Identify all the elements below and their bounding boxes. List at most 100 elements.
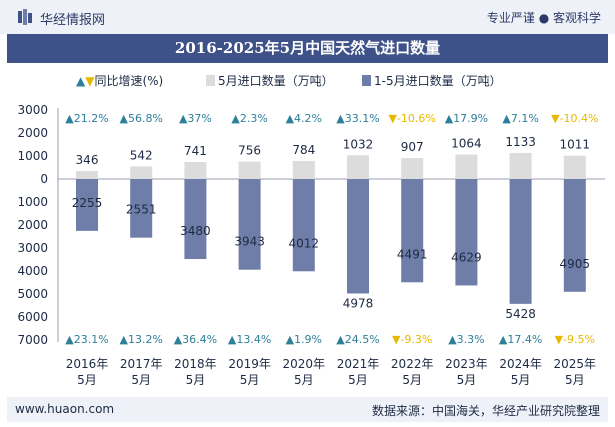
- data-label-monthly: 1032: [343, 137, 374, 151]
- header: 华经情报网 专业严谨 ● 客观科学: [0, 0, 615, 34]
- growth-label-monthly: ▲56.8%: [119, 112, 162, 125]
- logo-icon: [18, 9, 32, 25]
- bar-cumulative: [455, 179, 478, 286]
- growth-label-cumulative: ▲23.1%: [65, 333, 108, 346]
- y-tick-label: 0: [40, 172, 48, 186]
- growth-label-monthly: ▲7.1%: [502, 112, 538, 125]
- bar-cumulative: [563, 179, 586, 292]
- data-label-cumulative: 3943: [234, 235, 265, 249]
- data-label-cumulative: 4978: [343, 296, 374, 310]
- data-label-monthly: 346: [76, 153, 99, 167]
- growth-label-cumulative: ▲13.4%: [228, 333, 271, 346]
- growth-label-cumulative: ▼-9.5%: [555, 333, 595, 346]
- bar-monthly: [401, 158, 424, 179]
- bar-monthly: [509, 152, 532, 179]
- bar-monthly: [347, 155, 369, 179]
- data-label-cumulative: 2255: [72, 196, 103, 210]
- data-label-cumulative: 4629: [451, 250, 482, 264]
- bar-cumulative: [509, 179, 532, 304]
- growth-label-monthly: ▲33.1%: [336, 112, 379, 125]
- data-label-monthly: 1011: [560, 138, 591, 152]
- website-url[interactable]: www.huaon.com: [15, 402, 115, 416]
- y-tick-label: 5000: [17, 287, 48, 301]
- data-label-monthly: 542: [130, 149, 153, 163]
- bar-cumulative: [76, 179, 98, 231]
- legend-monthly-swatch: [206, 75, 215, 86]
- chart-title: 2016-2025年5月中国天然气进口数量: [7, 34, 608, 63]
- x-tick-label: 2020年 5月: [283, 357, 326, 387]
- data-label-monthly: 1064: [451, 137, 482, 151]
- x-tick-label: 2024年 5月: [499, 357, 542, 387]
- growth-label-monthly: ▲17.9%: [445, 112, 488, 125]
- x-tick-label: 2016年 5月: [66, 357, 109, 387]
- x-tick-label: 2017年 5月: [120, 357, 163, 387]
- bar-monthly: [238, 161, 261, 179]
- bar-monthly: [455, 154, 478, 179]
- growth-label-monthly: ▲21.2%: [65, 112, 108, 125]
- data-source: 数据来源：中国海关，华经产业研究院整理: [371, 404, 600, 418]
- growth-label-cumulative: ▲24.5%: [336, 333, 379, 346]
- x-tick-label: 2018年 5月: [174, 357, 217, 387]
- legend-monthly: 5月进口数量（万吨）: [206, 72, 334, 89]
- y-tick-label: 4000: [17, 264, 48, 278]
- legend-cumulative-swatch: [362, 75, 371, 86]
- y-tick-label: 3000: [17, 241, 48, 255]
- growth-label-monthly: ▼-10.4%: [551, 112, 598, 125]
- y-tick-label: 2000: [17, 126, 48, 140]
- legend-growth: ▲▼同比增速(%): [76, 72, 163, 89]
- bar-monthly: [76, 171, 98, 179]
- growth-label-monthly: ▼-10.6%: [389, 112, 436, 125]
- growth-label-monthly: ▲2.3%: [231, 112, 267, 125]
- x-tick-label: 2022年 5月: [391, 357, 434, 387]
- data-label-monthly: 907: [401, 140, 424, 154]
- bar-monthly: [563, 155, 586, 179]
- x-tick-label: 2025年 5月: [554, 357, 597, 387]
- growth-label-monthly: ▲37%: [179, 112, 212, 125]
- x-tick-label: 2023年 5月: [445, 357, 488, 387]
- chart-plot: 3000 2000 1000 0 1000 2000 3000 4000 5000 6000 700…: [17, 103, 605, 387]
- legend-growth-label: 同比增速(%): [94, 74, 164, 88]
- tagline: 专业严谨 ● 客观科学: [486, 11, 601, 25]
- growth-label-cumulative: ▲17.4%: [499, 333, 542, 346]
- bar-monthly: [184, 161, 207, 179]
- bar-monthly: [292, 160, 315, 179]
- growth-label-cumulative: ▲13.2%: [119, 333, 162, 346]
- y-tick-label: 6000: [17, 310, 48, 324]
- y-tick-label: 1000: [17, 149, 48, 163]
- data-label-cumulative: 4491: [397, 247, 428, 261]
- growth-label-cumulative: ▲3.3%: [448, 333, 484, 346]
- bar-cumulative: [292, 179, 315, 272]
- y-tick-label: 7000: [17, 333, 48, 347]
- footer: www.huaon.com 数据来源：中国海关，华经产业研究院整理: [7, 397, 608, 422]
- growth-label-cumulative: ▼-9.3%: [392, 333, 432, 346]
- brand-name: 华经情报网: [40, 13, 106, 28]
- bar-cumulative: [401, 179, 424, 283]
- x-tick-label: 2021年 5月: [337, 357, 380, 387]
- bar-cumulative: [184, 179, 207, 260]
- legend-monthly-label: 5月进口数量（万吨）: [218, 74, 334, 88]
- y-tick-label: 1000: [17, 195, 48, 209]
- legend-growth-down-icon: ▼: [85, 74, 95, 88]
- legend-cumulative-label: 1-5月进口数量（万吨）: [374, 74, 502, 88]
- data-label-cumulative: 2551: [126, 203, 157, 217]
- data-label-cumulative: 5428: [505, 307, 536, 321]
- data-label-monthly: 741: [184, 144, 207, 158]
- data-label-cumulative: 4012: [289, 236, 320, 250]
- data-label-monthly: 784: [292, 143, 315, 157]
- growth-label-cumulative: ▲36.4%: [174, 333, 217, 346]
- data-label-monthly: 756: [238, 144, 261, 158]
- data-label-monthly: 1133: [505, 135, 536, 149]
- data-label-cumulative: 4905: [560, 257, 591, 271]
- growth-label-monthly: ▲4.2%: [286, 112, 322, 125]
- legend: ▲▼同比增速(%) 5月进口数量（万吨） 1-5月进口数量（万吨）: [0, 72, 615, 92]
- growth-label-cumulative: ▲1.9%: [286, 333, 322, 346]
- bar-cumulative: [347, 179, 369, 294]
- bar-cumulative: [130, 179, 153, 238]
- bar-cumulative: [238, 179, 261, 270]
- y-tick-label: 3000: [17, 103, 48, 117]
- y-tick-label: 2000: [17, 218, 48, 232]
- legend-growth-up-icon: ▲: [76, 74, 86, 88]
- x-tick-label: 2019年 5月: [228, 357, 271, 387]
- legend-cumulative: 1-5月进口数量（万吨）: [362, 72, 502, 89]
- bar-monthly: [130, 166, 153, 179]
